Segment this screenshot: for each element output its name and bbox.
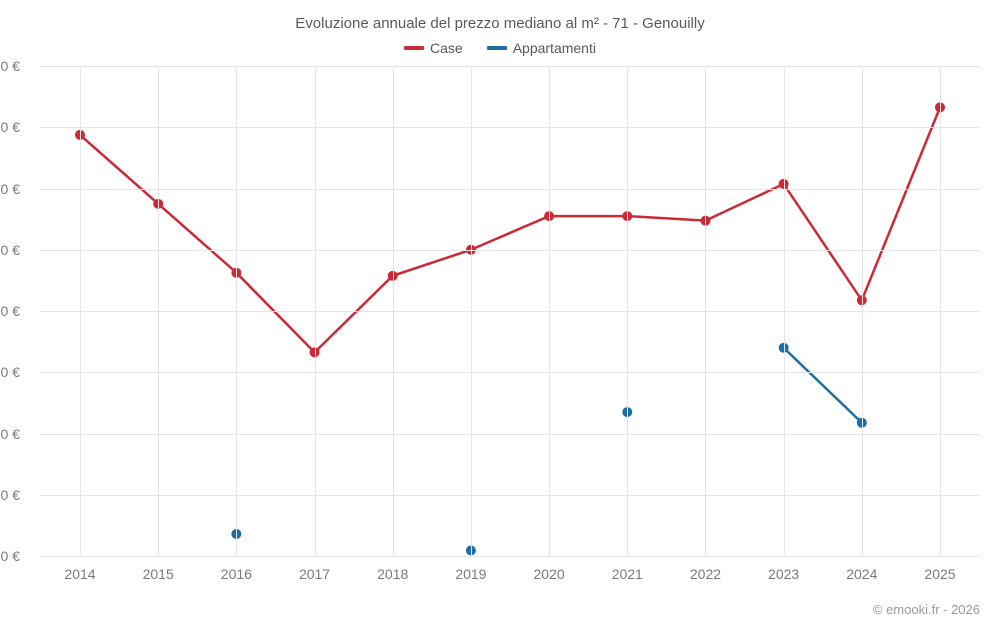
y-gridline (40, 127, 980, 128)
x-gridline (940, 66, 941, 556)
y-gridline (40, 66, 980, 67)
plot-area: 0 €200 €400 €600 €800 €1 000 €1 200 €1 4… (40, 66, 1000, 556)
x-axis-tick-label-2024[interactable]: 2024 (846, 556, 877, 582)
x-gridline (784, 66, 785, 556)
legend-label-appartamenti: Appartamenti (513, 40, 596, 56)
y-gridline (40, 556, 980, 557)
legend-label-case: Case (430, 40, 463, 56)
x-axis-tick-label-2015[interactable]: 2015 (143, 556, 174, 582)
line-series-case[interactable] (80, 107, 940, 352)
y-axis-tick-label: 400 € (0, 426, 30, 442)
y-axis-tick-label: 200 € (0, 487, 30, 503)
y-gridline (40, 434, 980, 435)
y-gridline (40, 311, 980, 312)
y-axis-tick-label: 800 € (0, 303, 30, 319)
y-axis-tick-label: 1 600 € (0, 58, 30, 74)
x-gridline (80, 66, 81, 556)
x-axis-tick-label-2022[interactable]: 2022 (690, 556, 721, 582)
x-gridline (627, 66, 628, 556)
x-axis-tick-label-2017[interactable]: 2017 (299, 556, 330, 582)
line-series-appartamenti[interactable] (784, 348, 862, 423)
footer-text: © emooki.fr - 2026 (873, 602, 980, 617)
y-gridline (40, 495, 980, 496)
y-gridline (40, 372, 980, 373)
chart-legend: Case Appartamenti (20, 40, 980, 56)
legend-item-case[interactable]: Case (404, 40, 463, 56)
y-gridline (40, 250, 980, 251)
case-legend-swatch (404, 46, 424, 50)
x-gridline (471, 66, 472, 556)
x-axis-tick-label-2020[interactable]: 2020 (534, 556, 565, 582)
x-axis-tick-label-2025[interactable]: 2025 (924, 556, 955, 582)
x-gridline (158, 66, 159, 556)
x-axis-tick-label-2023[interactable]: 2023 (768, 556, 799, 582)
y-axis-tick-label: 1 400 € (0, 119, 30, 135)
x-gridline (705, 66, 706, 556)
y-axis-tick-label: 0 € (0, 548, 30, 564)
x-gridline (315, 66, 316, 556)
x-gridline (236, 66, 237, 556)
x-gridline (393, 66, 394, 556)
legend-item-appartamenti[interactable]: Appartamenti (487, 40, 596, 56)
y-axis-tick-label: 1 000 € (0, 242, 30, 258)
x-gridline (862, 66, 863, 556)
x-axis-tick-label-2018[interactable]: 2018 (377, 556, 408, 582)
x-axis-tick-label-2016[interactable]: 2016 (221, 556, 252, 582)
y-axis-tick-label: 1 200 € (0, 181, 30, 197)
chart-title: Evoluzione annuale del prezzo mediano al… (20, 15, 980, 32)
x-axis-tick-label-2021[interactable]: 2021 (612, 556, 643, 582)
y-axis-tick-label: 600 € (0, 364, 30, 380)
x-gridline (549, 66, 550, 556)
x-axis-tick-label-2014[interactable]: 2014 (64, 556, 95, 582)
chart-container: Evoluzione annuale del prezzo mediano al… (0, 0, 1000, 625)
x-axis-tick-label-2019[interactable]: 2019 (455, 556, 486, 582)
y-gridline (40, 189, 980, 190)
appartamenti-legend-swatch (487, 46, 507, 50)
